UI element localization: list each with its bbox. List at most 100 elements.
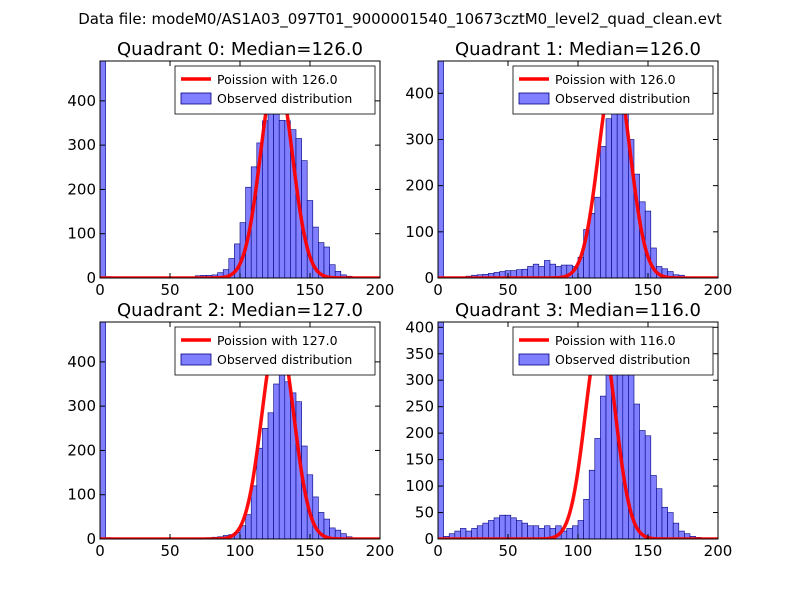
histogram-bar — [273, 113, 280, 278]
legend-curve-label: Poission with 126.0 — [217, 72, 338, 87]
y-tick-label: 400 — [67, 353, 96, 371]
histogram-bar — [278, 120, 286, 278]
histogram-bar — [267, 412, 274, 539]
histogram-bar — [499, 514, 506, 539]
panel-title: Quadrant 2: Median=127.0 — [117, 300, 363, 321]
histogram-bar — [532, 525, 540, 539]
legend-box — [512, 65, 714, 115]
x-tick-label: 0 — [433, 542, 443, 560]
y-tick-label: 200 — [67, 180, 96, 198]
histogram-bar — [600, 146, 607, 278]
histogram-bar — [250, 485, 258, 539]
quadrant-2-panel: 0 50 100 150 200 0 100 200 300 400 Quadrant 2: Med… — [67, 300, 394, 560]
legend-box — [174, 65, 376, 115]
y-tick-label: 400 — [405, 84, 434, 102]
x-tick-label: 150 — [634, 281, 663, 299]
y-tick-label: 300 — [405, 130, 434, 148]
data-layer — [100, 322, 380, 539]
histogram-bar — [267, 104, 274, 278]
histogram-bar — [438, 322, 444, 539]
histogram-bar — [611, 99, 618, 278]
histogram-bar — [644, 435, 652, 539]
histogram-bar — [639, 430, 646, 539]
y-tick-label: 250 — [405, 398, 434, 416]
histogram-bar — [516, 520, 523, 539]
histogram-bar — [262, 427, 269, 539]
histogram-bar — [323, 246, 330, 278]
y-tick-label: 100 — [67, 225, 96, 243]
histogram-bar — [650, 475, 657, 539]
y-tick-label: 300 — [405, 371, 434, 389]
legend-bar-label: Observed distribution — [555, 352, 690, 367]
histogram-bar — [100, 61, 106, 278]
y-tick-label: 200 — [405, 424, 434, 442]
y-tick-label: 0 — [86, 269, 96, 287]
histogram-bar — [476, 525, 484, 539]
x-tick-label: 200 — [366, 542, 395, 560]
histogram-bar — [605, 118, 612, 278]
legend-bar-swatch — [180, 353, 212, 366]
histogram-bar — [588, 469, 596, 539]
y-tick-label: 100 — [67, 486, 96, 504]
panel-title: Quadrant 1: Median=126.0 — [455, 39, 701, 60]
y-tick-label: 300 — [67, 397, 96, 415]
legend: Poission with 116.0 Observed distribution — [512, 326, 714, 376]
x-tick-label: 150 — [296, 281, 325, 299]
histogram-bar — [656, 488, 663, 539]
histogram-bar — [488, 520, 495, 539]
x-tick-label: 50 — [160, 542, 179, 560]
x-tick-label: 100 — [564, 281, 593, 299]
quadrant-3-panel: 0 50 100 150 200 0 50 100 150 200 250 300 350 400 Quad… — [405, 300, 732, 560]
y-tick-label: 350 — [405, 345, 434, 363]
x-tick-label: 200 — [366, 281, 395, 299]
x-tick-label: 0 — [95, 542, 105, 560]
legend-bar-swatch — [180, 92, 212, 105]
legend-curve-label: Poission with 127.0 — [217, 333, 338, 348]
histogram-bar — [616, 97, 624, 278]
y-tick-label: 0 — [86, 530, 96, 548]
histogram-bar — [667, 512, 674, 539]
y-tick-label: 50 — [415, 504, 434, 522]
x-tick-label: 100 — [226, 542, 255, 560]
y-tick-label: 0 — [424, 269, 434, 287]
histogram-bar — [278, 368, 286, 539]
data-layer — [438, 322, 718, 539]
legend: Poission with 127.0 Observed distribution — [174, 326, 376, 376]
histogram-bar — [482, 522, 489, 539]
legend-box — [512, 326, 714, 376]
legend-bar-label: Observed distribution — [217, 352, 352, 367]
histogram-bar — [493, 517, 500, 539]
x-tick-label: 0 — [95, 281, 105, 299]
panel-title: Quadrant 0: Median=126.0 — [117, 39, 363, 60]
histogram-bar — [672, 522, 680, 539]
histogram-bar — [549, 263, 556, 278]
histogram-bar — [510, 517, 517, 539]
histogram-bar — [594, 196, 601, 278]
x-tick-label: 150 — [634, 542, 663, 560]
x-tick-label: 50 — [498, 542, 517, 560]
y-tick-label: 150 — [405, 451, 434, 469]
quadrant-0-panel: 0 50 100 150 200 0 100 200 300 400 Quadrant 0: Med… — [67, 39, 394, 299]
y-tick-label: 400 — [405, 318, 434, 336]
histogram-bar — [600, 395, 607, 539]
histogram-bar — [273, 383, 280, 539]
legend-bar-swatch — [518, 353, 550, 366]
histogram-bar — [245, 514, 252, 539]
legend-box — [174, 326, 376, 376]
x-tick-label: 100 — [564, 542, 593, 560]
legend: Poission with 126.0 Observed distribution — [512, 65, 714, 115]
x-tick-label: 50 — [498, 281, 517, 299]
y-tick-label: 400 — [67, 92, 96, 110]
histogram-bar — [572, 525, 579, 539]
histogram-bar — [594, 438, 601, 539]
x-tick-label: 0 — [433, 281, 443, 299]
x-tick-label: 200 — [704, 542, 733, 560]
poisson-curve — [438, 330, 718, 539]
legend: Poission with 126.0 Observed distribution — [174, 65, 376, 115]
y-tick-label: 200 — [67, 441, 96, 459]
legend-bar-label: Observed distribution — [555, 91, 690, 106]
y-tick-label: 0 — [424, 530, 434, 548]
x-tick-label: 150 — [296, 542, 325, 560]
legend-curve-label: Poission with 126.0 — [555, 72, 676, 87]
legend-bar-swatch — [518, 92, 550, 105]
